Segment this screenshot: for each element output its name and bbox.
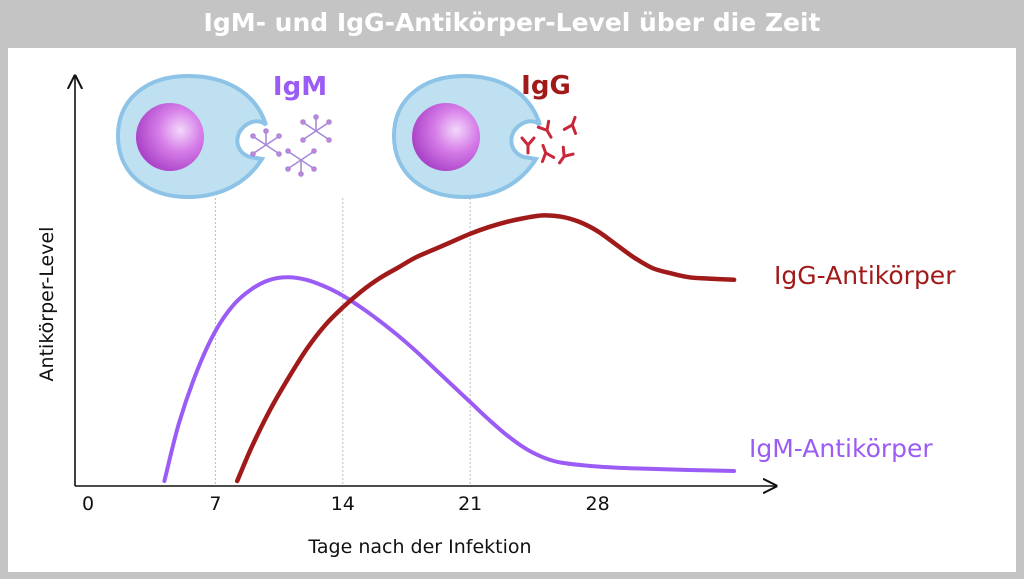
igg-plasma-cell-icon — [391, 73, 578, 200]
series-label-igg: IgG-Antikörper — [774, 261, 956, 290]
x-tick-label: 28 — [586, 493, 610, 515]
igg-label: IgG — [521, 71, 571, 101]
series-label-igm: IgM-Antikörper — [749, 434, 933, 463]
x-tick-label: 7 — [209, 493, 221, 515]
y-axis-label: Antikörper-Level — [36, 227, 58, 382]
chart-panel: 0 7 14 21 28 Tage nach der Infektion Antikör… — [8, 48, 1016, 572]
x-axis-label: Tage nach der Infektion — [307, 536, 531, 558]
x-tick-label: 0 — [82, 493, 94, 515]
chart-title: IgM- und IgG-Antikörper-Level über die Z… — [203, 8, 821, 37]
igm-label: IgM — [273, 72, 327, 102]
x-tick-label: 14 — [331, 493, 355, 515]
antibody-chart: 0 7 14 21 28 Tage nach der Infektion Antikör… — [36, 71, 956, 558]
series-line-igm — [162, 275, 737, 483]
x-tick-label: 21 — [458, 493, 482, 515]
igm-plasma-cell-icon — [115, 73, 332, 200]
x-tick-labels: 0 7 14 21 28 — [82, 493, 610, 515]
series-line-igg — [234, 213, 737, 484]
